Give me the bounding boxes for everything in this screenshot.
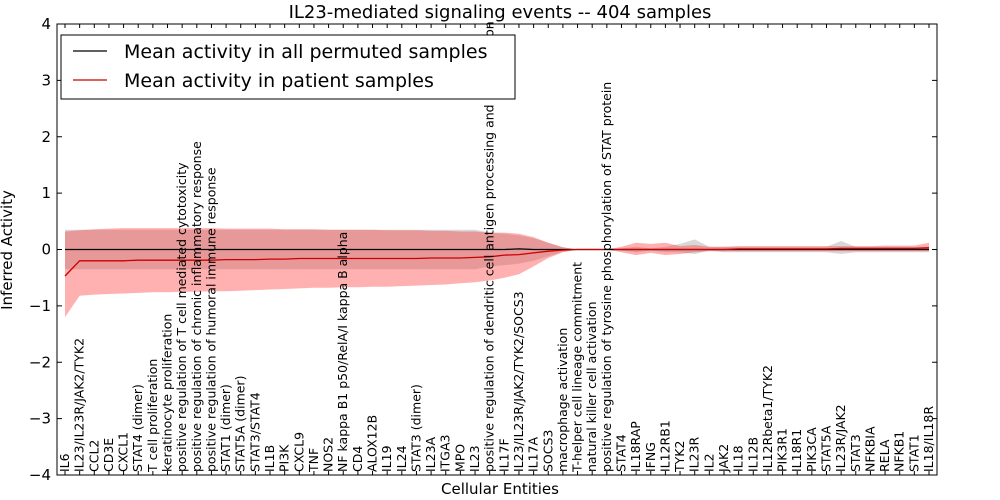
x-tick-label: IL6 (57, 453, 72, 472)
x-tick-label: NFKBIA (862, 426, 877, 472)
x-tick-label: STAT5A (818, 425, 833, 472)
x-tick-label: STAT1 (906, 434, 921, 472)
x-tick-label: IL12RB1 (657, 420, 672, 472)
x-tick-label: IL18 (731, 445, 746, 472)
y-tick-label: 0 (41, 241, 51, 259)
x-tick-label: PIK3R1 (775, 428, 790, 472)
x-tick-label: positive regulation of humoral immune re… (203, 167, 218, 472)
x-tick-label: IL18R1 (789, 429, 804, 472)
y-tick-label: 1 (41, 184, 51, 202)
x-tick-label: TYK2 (672, 441, 687, 473)
x-tick-label: positive regulation of tyrosine phosphor… (599, 82, 614, 472)
x-tick-label: IL2 (701, 453, 716, 472)
series-lines (64, 247, 930, 277)
y-tick-label: 4 (41, 15, 51, 33)
chart-title: IL23-mediated signaling events -- 404 sa… (289, 2, 712, 23)
x-tick-label: STAT3 (848, 434, 863, 472)
x-tick-label: NOS2 (321, 437, 336, 472)
x-tick-label: IL17A (526, 436, 541, 472)
x-tick-label: SOCS3 (540, 430, 555, 472)
x-tick-label: STAT4 (dimer) (130, 384, 145, 472)
line-series-1 (64, 247, 930, 277)
x-tick-label: IFNG (643, 442, 658, 472)
x-tick-label: CD4 (350, 446, 365, 472)
legend-box (60, 34, 516, 100)
x-tick-label: macrophage activation (555, 328, 570, 472)
x-tick-label: IL19 (379, 445, 394, 472)
x-tick-labels: IL6 IL23/IL23R/JAK2/TYK2 CCL2 CD3E CXCL1 STAT… (57, 21, 936, 475)
x-tick-label: TNF (306, 448, 321, 473)
y-tick-label: −1 (29, 297, 51, 315)
x-tick-label: ITGA3 (438, 434, 453, 472)
x-tick-label: ALOX12B (365, 415, 380, 472)
legend-label-permuted: Mean activity in all permuted samples (124, 41, 487, 63)
x-tick-label: JAK2 (716, 444, 731, 473)
x-tick-label: IL18RAP (628, 421, 643, 472)
x-tick-label: CCL2 (86, 440, 101, 472)
x-tick-label: STAT3 (dimer) (408, 384, 423, 472)
x-tick-label: IL18/IL18R (921, 406, 936, 472)
x-tick-label: IL23/IL23R/JAK2/TYK2/SOCS3 (511, 291, 526, 472)
x-tick-label: STAT3/STAT4 (247, 392, 262, 472)
y-tick-label: 2 (41, 128, 51, 146)
x-tick-label: IL23 (467, 445, 482, 472)
band-series-1 (65, 228, 929, 318)
x-tick-label: T-helper cell lineage commitment (570, 262, 585, 473)
x-tick-label: STAT1 (dimer) (218, 384, 233, 472)
x-tick-label: IL23/IL23R/JAK2/TYK2 (72, 338, 87, 472)
x-tick-label: IL12B (745, 437, 760, 472)
y-tick-label: −3 (29, 410, 51, 428)
x-tick-label: RELA (877, 439, 892, 472)
x-tick-label: STAT4 (613, 434, 628, 472)
x-tick-label: keratinocyte proliferation (160, 314, 175, 472)
x-tick-label: IL12Rbeta1/TYK2 (760, 365, 775, 472)
x-tick-label: natural killer cell activation (584, 301, 599, 472)
y-tick-label: 3 (41, 71, 51, 89)
x-tick-label: T cell proliferation (145, 359, 160, 473)
legend: Mean activity in all permuted samples Me… (60, 34, 516, 100)
x-tick-label: IL17F (496, 438, 511, 472)
x-tick-label: positive regulation of chronic inflammat… (189, 141, 204, 472)
x-tick-label: IL24 (394, 445, 409, 472)
x-tick-label: CD3E (101, 438, 116, 472)
legend-label-patient: Mean activity in patient samples (124, 70, 434, 92)
x-tick-label: positive regulation of dendritic cell an… (482, 21, 497, 472)
x-tick-label: IL23A (423, 436, 438, 472)
x-tick-label: PI3K (277, 444, 292, 472)
x-tick-label: NFKB1 (892, 431, 907, 472)
x-tick-label: CXCL9 (291, 432, 306, 472)
y-axis-ticks: 4 3 2 1 0 −1 −2 −3 −4 (29, 15, 937, 484)
x-axis-label: Cellular Entities (441, 480, 559, 498)
y-tick-label: −4 (29, 466, 51, 484)
x-tick-label: CXCL1 (116, 432, 131, 472)
x-tick-label: positive regulation of T cell mediated c… (174, 162, 189, 472)
y-tick-label: −2 (29, 353, 51, 371)
x-tick-label: IL1B (262, 445, 277, 472)
x-tick-label: MPO (452, 444, 467, 472)
x-tick-label: PIK3CA (804, 427, 819, 472)
x-tick-label: IL23R (687, 436, 702, 472)
y-axis-label: Inferred Activity (0, 190, 16, 310)
x-tick-label: STAT5A (dimer) (233, 376, 248, 472)
x-tick-label: IL23R/JAK2 (833, 404, 848, 472)
x-tick-label: NF kappa B1 p50/RelA/I kappa B alpha (335, 232, 350, 472)
